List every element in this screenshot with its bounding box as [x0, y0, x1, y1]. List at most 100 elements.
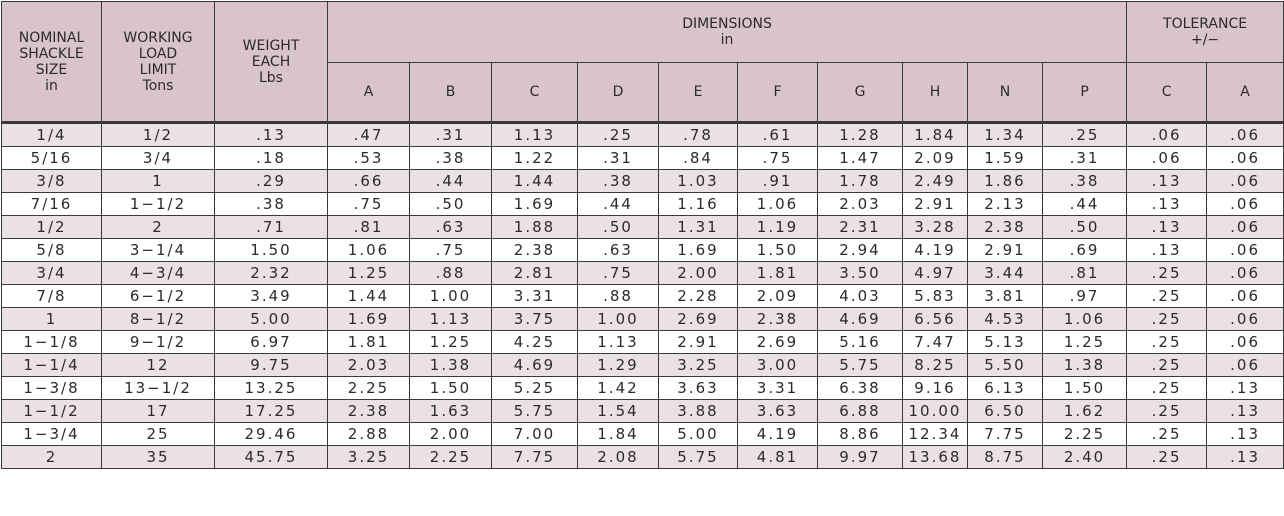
header-row-sub: A B C D E F G H N P C A [2, 62, 1284, 123]
cell-tol-a: .06 [1206, 353, 1284, 377]
cell-dim-h: 8.25 [902, 353, 968, 377]
table-row: 1/2 2.71.81.63 1.88.50 1.31 1.19 2.31 3.28 2.38… [1, 215, 1284, 239]
cell-dim-a: 3.25 [327, 445, 410, 469]
cell-dim-h: 4.97 [902, 261, 968, 285]
cell-dim-d: .44 [577, 192, 659, 216]
cell-dim-f: 1.19 [737, 215, 818, 239]
cell-dim-e: 5.75 [658, 445, 738, 469]
cell-dim-f: .91 [737, 169, 818, 193]
cell-dim-a: .66 [327, 169, 410, 193]
cell-dim-f: 2.38 [737, 307, 818, 331]
cell-dim-c: 3.31 [491, 284, 578, 308]
cell-size: 1−1/4 [1, 353, 102, 377]
cell-dim-e: 2.00 [658, 261, 738, 285]
header-dim-c: C [491, 62, 578, 123]
cell-tol-a: .13 [1206, 399, 1284, 423]
cell-working-load-limit: 6−1/2 [101, 284, 215, 308]
cell-size: 1−1/2 [1, 399, 102, 423]
cell-weight: 13.25 [214, 376, 328, 400]
cell-dim-p: .25 [1041, 121, 1128, 147]
cell-dim-g: 2.94 [817, 238, 903, 262]
cell-weight: 29.46 [214, 422, 328, 446]
cell-dim-e: 2.91 [658, 330, 738, 354]
cell-dim-g: 6.38 [817, 376, 903, 400]
cell-size: 5/8 [1, 238, 102, 262]
cell-dim-c: 7.75 [491, 445, 578, 469]
cell-dim-f: 4.81 [737, 445, 818, 469]
table-body: 1/4 1/2.13.47.31 1.13.25.78.61 1.28 1.84 1.34… [1, 121, 1284, 469]
cell-size: 1−3/8 [1, 376, 102, 400]
cell-dim-d: 2.08 [577, 445, 659, 469]
cell-dim-g: 8.86 [817, 422, 903, 446]
cell-dim-b: 1.25 [409, 330, 492, 354]
cell-dim-a: .75 [327, 192, 410, 216]
cell-dim-a: 2.38 [327, 399, 410, 423]
cell-dim-e: 1.16 [658, 192, 738, 216]
cell-dim-p: .31 [1041, 146, 1128, 170]
cell-dim-c: 4.69 [491, 353, 578, 377]
header-dim-f: F [737, 62, 818, 123]
cell-tol-a: .06 [1206, 330, 1284, 354]
cell-tol-c: .13 [1126, 215, 1208, 239]
cell-dim-c: 3.75 [491, 307, 578, 331]
cell-dim-n: 8.75 [967, 445, 1043, 469]
cell-dim-d: 1.54 [577, 399, 659, 423]
cell-dim-n: 5.13 [967, 330, 1043, 354]
cell-weight: 6.97 [214, 330, 328, 354]
cell-working-load-limit: 9−1/2 [101, 330, 215, 354]
cell-size: 7/8 [1, 284, 102, 308]
cell-dim-e: 1.31 [658, 215, 738, 239]
cell-dim-f: 3.63 [737, 399, 818, 423]
cell-dim-n: 5.50 [967, 353, 1043, 377]
cell-tol-a: .06 [1206, 146, 1284, 170]
cell-dim-f: 2.09 [737, 284, 818, 308]
cell-dim-e: 1.03 [658, 169, 738, 193]
cell-working-load-limit: 2 [101, 215, 215, 239]
table-row: 1/4 1/2.13.47.31 1.13.25.78.61 1.28 1.84 1.34… [1, 121, 1284, 147]
table-row: 1 8−1/2 5.00 1.69 1.13 3.75 1.00 2.69 2.38 4.69 6.… [1, 307, 1284, 331]
cell-dim-c: 1.88 [491, 215, 578, 239]
cell-dim-b: 2.25 [409, 445, 492, 469]
cell-dim-b: 1.50 [409, 376, 492, 400]
cell-dim-f: 3.31 [737, 376, 818, 400]
cell-dim-d: .50 [577, 215, 659, 239]
cell-dim-h: 13.68 [902, 445, 968, 469]
cell-weight: 1.50 [214, 238, 328, 262]
cell-tol-c: .25 [1126, 307, 1208, 331]
cell-weight: .29 [214, 169, 328, 193]
cell-dim-h: 4.19 [902, 238, 968, 262]
cell-size: 1−3/4 [1, 422, 102, 446]
header-row-top: NOMINAL SHACKLE SIZE in WORKING LOAD LIM… [1, 1, 1284, 123]
cell-dim-n: 2.38 [967, 215, 1043, 239]
cell-dim-h: 2.91 [902, 192, 968, 216]
cell-dim-d: .63 [577, 238, 659, 262]
cell-dim-f: 1.50 [737, 238, 818, 262]
cell-dim-g: 3.50 [817, 261, 903, 285]
cell-dim-c: 2.81 [491, 261, 578, 285]
cell-tol-c: .25 [1126, 330, 1208, 354]
cell-dim-p: 1.62 [1041, 399, 1128, 423]
cell-dim-h: 7.47 [902, 330, 968, 354]
cell-dim-c: 1.13 [491, 121, 578, 147]
cell-working-load-limit: 8−1/2 [101, 307, 215, 331]
cell-tol-c: .25 [1126, 445, 1208, 469]
cell-dim-e: 2.28 [658, 284, 738, 308]
cell-dim-n: 3.81 [967, 284, 1043, 308]
cell-working-load-limit: 12 [101, 353, 215, 377]
cell-dim-d: .31 [577, 146, 659, 170]
cell-dim-f: .61 [737, 121, 818, 147]
cell-dim-b: .50 [409, 192, 492, 216]
cell-dim-c: 1.22 [491, 146, 578, 170]
cell-dim-d: .88 [577, 284, 659, 308]
cell-size: 1−1/8 [1, 330, 102, 354]
cell-tol-a: .13 [1206, 445, 1284, 469]
header-dim-b: B [409, 62, 492, 123]
cell-dim-d: .75 [577, 261, 659, 285]
cell-dim-p: .38 [1041, 169, 1128, 193]
cell-dim-h: 2.09 [902, 146, 968, 170]
cell-working-load-limit: 3−1/4 [101, 238, 215, 262]
cell-dim-c: 5.75 [491, 399, 578, 423]
cell-dim-p: 1.38 [1041, 353, 1128, 377]
cell-dim-g: 1.28 [817, 121, 903, 147]
cell-dim-h: 2.49 [902, 169, 968, 193]
